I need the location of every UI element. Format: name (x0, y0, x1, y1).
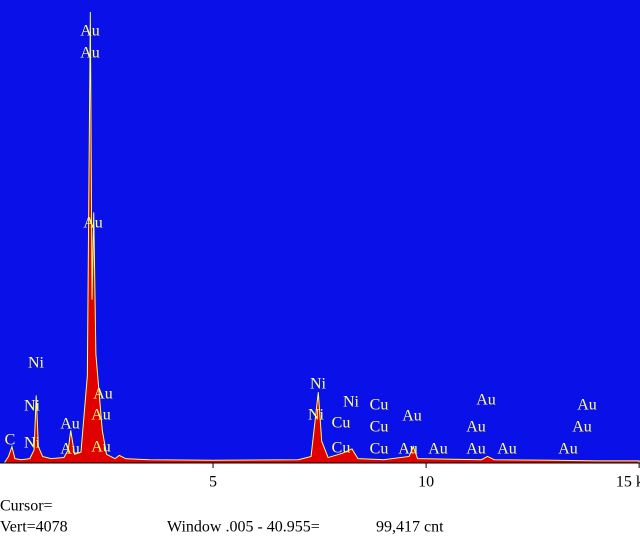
x-tick-label: 5 (209, 474, 217, 491)
peak-label: Ni (28, 355, 45, 372)
peak-label: Au (91, 439, 111, 456)
spectrum-area (3, 11, 640, 464)
peak-label: Ni (310, 376, 327, 393)
vert-label: Vert=4078 (0, 519, 68, 536)
peak-label: Au (572, 419, 592, 436)
cursor-label: Cursor= (0, 498, 53, 515)
peak-label: Au (558, 441, 578, 458)
peak-label: Au (80, 45, 100, 62)
window-label: Window .005 - 40.955= (167, 519, 320, 536)
peak-label: Au (476, 392, 496, 409)
peak-label: Au (428, 441, 448, 458)
peak-label: Cu (370, 419, 389, 436)
peak-label: Au (80, 23, 100, 40)
peak-label: Au (577, 397, 597, 414)
peak-label: Au (60, 416, 80, 433)
peak-label: Au (91, 407, 111, 424)
peak-label: Cu (332, 440, 351, 457)
peak-label: Ni (24, 435, 41, 452)
peak-label: C (5, 432, 16, 449)
peak-label: Au (402, 408, 422, 425)
peak-label: Au (60, 441, 80, 458)
peak-label: Au (83, 215, 103, 232)
count-label: 99,417 cnt (376, 519, 444, 536)
x-tick-label: 15 keV (616, 474, 640, 491)
peak-label: Au (466, 419, 486, 436)
x-tick-label: 10 (418, 474, 434, 491)
peak-label: Ni (24, 398, 41, 415)
peak-label: Cu (370, 397, 389, 414)
peak-label: Au (497, 441, 517, 458)
peak-label: Cu (370, 441, 389, 458)
peak-label: Ni (343, 394, 360, 411)
peak-label: Cu (332, 415, 351, 432)
plot-background (0, 0, 640, 463)
peak-label: Au (93, 386, 113, 403)
peak-label: Ni (308, 407, 325, 424)
peak-label: Au (466, 441, 486, 458)
peak-label: Au (398, 441, 418, 458)
